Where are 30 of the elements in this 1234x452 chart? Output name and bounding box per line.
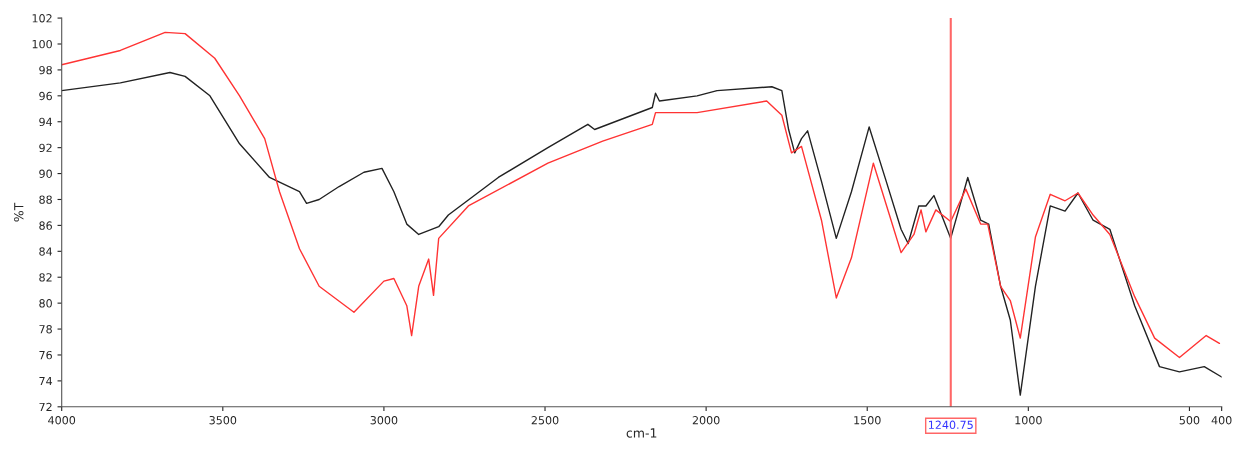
y-tick-label: 86 xyxy=(39,221,52,230)
y-tick-label: 72 xyxy=(39,402,52,412)
x-axis-title: cm-1 xyxy=(626,428,657,438)
y-tick-label: 84 xyxy=(39,247,53,256)
y-tick-label: 102 xyxy=(32,14,52,23)
y-tick-label: 90 xyxy=(39,169,52,178)
x-tick-label: 2500 xyxy=(531,416,559,425)
x-tick-label: 1000 xyxy=(1015,416,1042,425)
y-axis-title: %T xyxy=(14,202,24,222)
line-series xyxy=(61,71,1222,396)
x-tick-label: 3000 xyxy=(370,416,398,425)
x-tick-label: 500 xyxy=(1179,416,1200,425)
y-tick-label: 88 xyxy=(39,195,52,204)
x-tick-label: 4000 xyxy=(48,416,76,425)
y-tick-label: 92 xyxy=(39,143,52,153)
x-tick-label: 1500 xyxy=(854,416,881,425)
y-tick-label: 76 xyxy=(39,350,52,360)
x-tick-label: 2000 xyxy=(692,416,720,425)
x-tick-label: 400 xyxy=(1211,416,1232,425)
y-tick-label: 98 xyxy=(39,65,52,75)
ref-line-label: 1240.75 xyxy=(929,420,973,430)
y-tick-label: 74 xyxy=(39,377,53,386)
y-tick-label: 100 xyxy=(32,39,52,49)
y-tick-label: 80 xyxy=(39,299,52,308)
y-tick-label: 82 xyxy=(39,273,52,282)
line-series xyxy=(61,31,1221,359)
x-tick-label: 3500 xyxy=(209,416,237,425)
y-tick-label: 96 xyxy=(39,91,52,101)
y-tick-label: 94 xyxy=(39,117,53,127)
y-tick-label: 78 xyxy=(39,325,52,334)
